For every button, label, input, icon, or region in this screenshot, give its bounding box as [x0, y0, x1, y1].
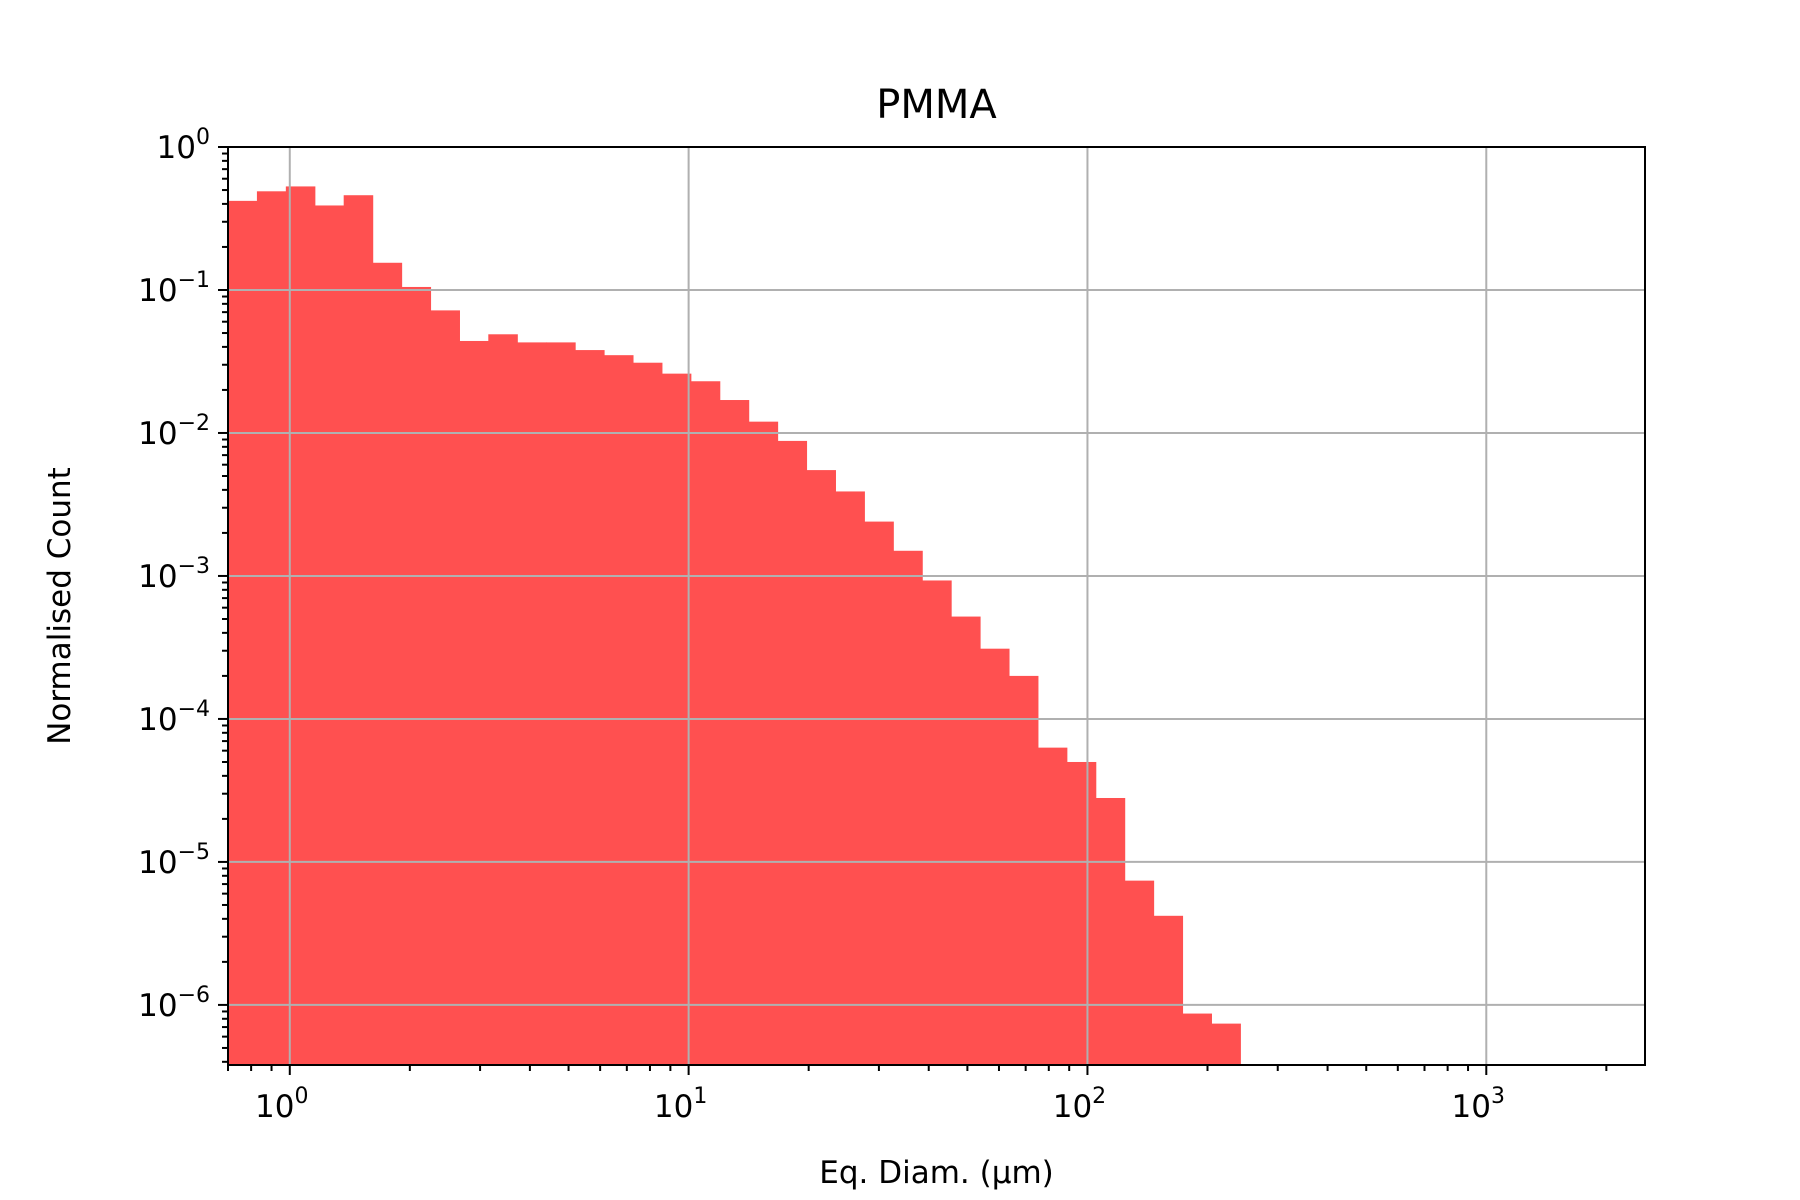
x-tick-label: 101 [654, 1084, 707, 1125]
histogram-bar [314, 205, 345, 1065]
histogram-bars [228, 186, 1241, 1066]
plot-frame [227, 146, 1646, 1066]
axis-ticks: 100 101 102 103 100 10−1 10−2 10−3 10−4 10−5 10−6 [138, 125, 1608, 1125]
histogram-bar [1008, 675, 1039, 1065]
histogram-bar [517, 342, 547, 1065]
histogram-bar [922, 580, 952, 1065]
histogram-bar [372, 262, 403, 1065]
histogram-bar [951, 616, 981, 1065]
histogram-bar [980, 648, 1010, 1065]
histogram-bar [1095, 797, 1126, 1065]
histogram-bar [864, 521, 894, 1065]
y-tick-label: 10−3 [138, 554, 210, 595]
histogram-bar [748, 421, 779, 1065]
y-axis-label: Normalised Count [42, 467, 78, 745]
histogram-bar [806, 470, 836, 1065]
histogram-bar [1211, 1023, 1241, 1065]
histogram-bar [719, 400, 750, 1065]
histogram-bar [1124, 880, 1155, 1065]
x-axis-label: Eq. Diam. (μm) [819, 1155, 1053, 1191]
histogram-bar [1153, 915, 1184, 1065]
y-tick-label: 10−1 [138, 268, 210, 309]
x-tick-label: 103 [1452, 1084, 1505, 1125]
y-tick-label: 10−6 [138, 983, 210, 1024]
histogram-bar [430, 310, 460, 1065]
histogram-bar [256, 191, 287, 1065]
histogram-bar [604, 355, 634, 1066]
histogram-bar [401, 286, 432, 1065]
histogram-bar [1182, 1013, 1212, 1065]
y-tick-label: 10−5 [138, 840, 210, 881]
histogram-bar [777, 440, 808, 1065]
histogram-bar [546, 342, 576, 1065]
y-tick-label: 100 [157, 125, 210, 166]
histogram-bar [632, 362, 663, 1066]
chart-title: PMMA [876, 82, 997, 128]
x-tick-label: 102 [1053, 1084, 1106, 1125]
x-tick-label: 100 [255, 1084, 308, 1125]
histogram-bar [228, 200, 258, 1066]
histogram-bar [459, 340, 489, 1065]
histogram-bar [835, 491, 865, 1066]
histogram-bar [893, 550, 923, 1065]
histogram-bar [1066, 761, 1097, 1065]
histogram-bar [690, 381, 721, 1065]
y-tick-label: 10−4 [138, 697, 210, 738]
histogram-bar [488, 334, 518, 1065]
histogram-bar [575, 350, 605, 1066]
histogram-bar [343, 195, 374, 1066]
histogram-bar [1037, 747, 1068, 1065]
y-tick-label: 10−2 [138, 411, 210, 452]
